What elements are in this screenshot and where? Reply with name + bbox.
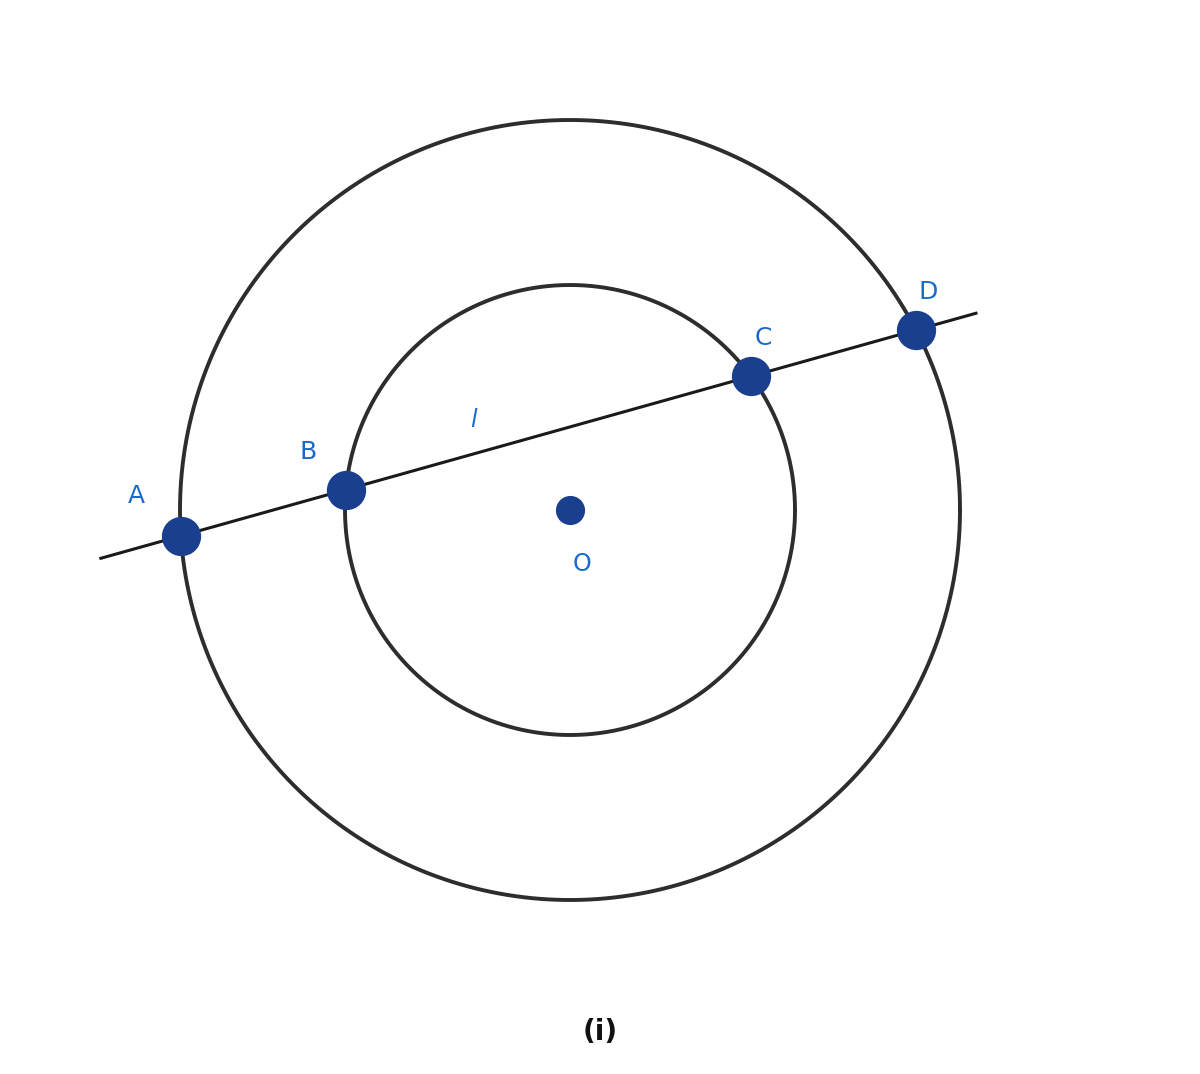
Text: l: l <box>470 408 476 432</box>
Text: (i): (i) <box>582 1018 618 1046</box>
Text: C: C <box>755 326 772 350</box>
Point <box>336 481 355 498</box>
Text: B: B <box>299 439 317 464</box>
Text: O: O <box>572 552 592 576</box>
Point <box>742 367 761 384</box>
Point <box>172 527 191 545</box>
Text: A: A <box>127 484 144 508</box>
Point <box>906 321 925 338</box>
Point <box>560 502 580 519</box>
Text: D: D <box>918 280 937 304</box>
